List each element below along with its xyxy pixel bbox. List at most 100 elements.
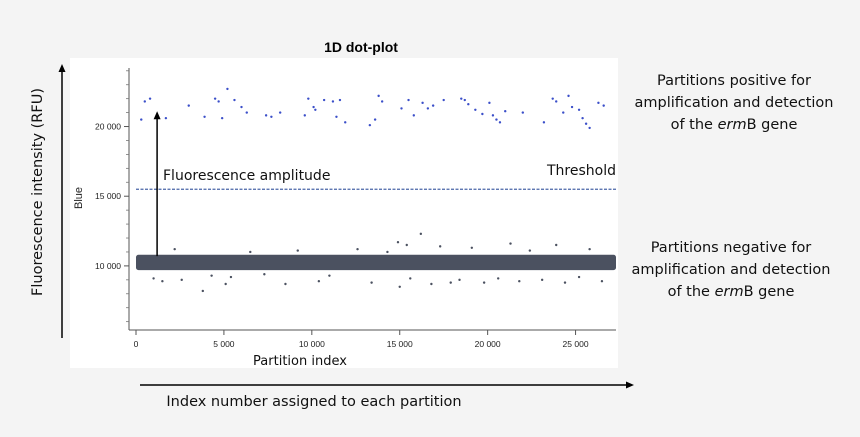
outer-x-arrowhead (626, 381, 634, 389)
positive-point (344, 121, 347, 124)
positive-point (412, 114, 416, 117)
positive-point (588, 126, 591, 130)
positive-point (264, 114, 268, 117)
positive-note-line-2: amplification and detection (634, 95, 834, 111)
negative-note-line-3: of the ermB gene (610, 281, 852, 303)
positive-point (373, 118, 377, 121)
x-tick-label: 20 000 (475, 339, 501, 349)
negative-outliers-point (201, 289, 205, 293)
negative-outliers-point (229, 275, 233, 279)
positive-point (338, 98, 342, 102)
negative-outliers-point (409, 277, 412, 280)
positive-point (521, 111, 525, 114)
y-tick-label: 20 000 (95, 122, 121, 132)
negative-outliers-point (470, 246, 474, 249)
positive-note-gene: erm (717, 117, 747, 133)
negative-outliers-point (173, 247, 176, 251)
positive-point (303, 114, 306, 117)
negative-outliers-point (152, 277, 155, 280)
positive-point (474, 108, 477, 112)
amplitude-label: Fluorescence amplitude (163, 168, 330, 184)
negative-outliers-point (449, 281, 452, 284)
positive-point (226, 87, 229, 91)
negative-outliers-point (210, 274, 213, 277)
positive-point (504, 110, 507, 113)
y-tick-label: 10 000 (95, 261, 121, 271)
x-tick-label: 10 000 (299, 339, 325, 349)
positive-note-prefix: of the (670, 117, 718, 133)
negative-outliers-point (386, 250, 389, 254)
negative-note-gene: erm (714, 284, 744, 300)
negative-outliers-point (540, 278, 544, 282)
positive-point (377, 94, 380, 98)
positive-point (312, 105, 315, 109)
positive-point (187, 104, 190, 107)
negative-outliers-point (482, 281, 486, 284)
negative-outliers-point (588, 247, 591, 251)
positive-point (407, 98, 410, 102)
x-tick-label: 25 000 (563, 339, 589, 349)
positive-point (143, 100, 146, 103)
negative-outliers-point (509, 242, 512, 245)
y-tick-label: 15 000 (95, 191, 121, 201)
x-tick-label: 5 000 (213, 339, 235, 349)
negative-outliers-point (370, 281, 373, 284)
negative-outliers-point (396, 241, 400, 244)
positive-point (562, 111, 565, 114)
negative-outliers-point (263, 273, 266, 276)
positive-point (581, 116, 584, 120)
positive-point (240, 105, 243, 109)
outer-x-axis-title: Index number assigned to each partition (166, 394, 461, 410)
negative-outliers-point (296, 249, 299, 252)
positive-point (140, 118, 143, 121)
negative-note-suffix: B gene (743, 284, 795, 300)
negative-outliers-point (458, 278, 461, 282)
positive-point (368, 123, 372, 127)
negative-outliers-point (600, 280, 604, 283)
x-axis-label: Partition index (253, 354, 347, 369)
positive-point (245, 111, 248, 114)
positive-point (380, 100, 384, 103)
positive-point (555, 100, 558, 103)
positive-note-line-1: Partitions positive for (656, 73, 811, 89)
positive-point (233, 98, 236, 102)
negative-outliers-point (180, 278, 183, 282)
negative-outliers-point (356, 247, 359, 251)
positive-point (203, 115, 206, 118)
positive-point (270, 115, 273, 118)
positive-point (584, 122, 588, 125)
positive-partitions-note: Partitions positive for amplification an… (614, 70, 854, 136)
positive-point (217, 100, 220, 103)
outer-y-axis-title: Fluorescence intensity (RFU) (30, 88, 46, 296)
positive-point (481, 112, 484, 116)
amplitude-arrowhead (153, 111, 161, 120)
negative-outliers-point (398, 285, 401, 288)
negative-outliers-point (161, 280, 164, 283)
positive-point (426, 107, 430, 110)
negative-partitions-note: Partitions negative for amplification an… (610, 237, 852, 303)
positive-point (278, 111, 282, 114)
outer-y-arrowhead (58, 64, 66, 72)
positive-point (463, 98, 466, 102)
positive-point (400, 107, 403, 110)
positive-point (488, 101, 491, 105)
positive-point (495, 118, 498, 121)
positive-point (498, 121, 502, 124)
positive-point (220, 116, 224, 120)
positive-point (460, 97, 463, 100)
negative-partitions-cluster (136, 254, 616, 271)
positive-point (421, 101, 424, 105)
threshold-label: Threshold (546, 163, 616, 179)
positive-point (491, 114, 495, 117)
positive-point (602, 104, 605, 107)
x-tick-label: 15 000 (387, 339, 413, 349)
negative-outliers-point (438, 245, 442, 248)
inner-y-axis-label: Blue (73, 187, 85, 209)
positive-point (213, 97, 217, 100)
positive-note-line-3: of the ermB gene (614, 114, 854, 136)
positive-point (567, 94, 570, 98)
positive-point (331, 100, 335, 103)
negative-outliers-point (563, 281, 567, 284)
negative-outliers-point (328, 274, 331, 277)
